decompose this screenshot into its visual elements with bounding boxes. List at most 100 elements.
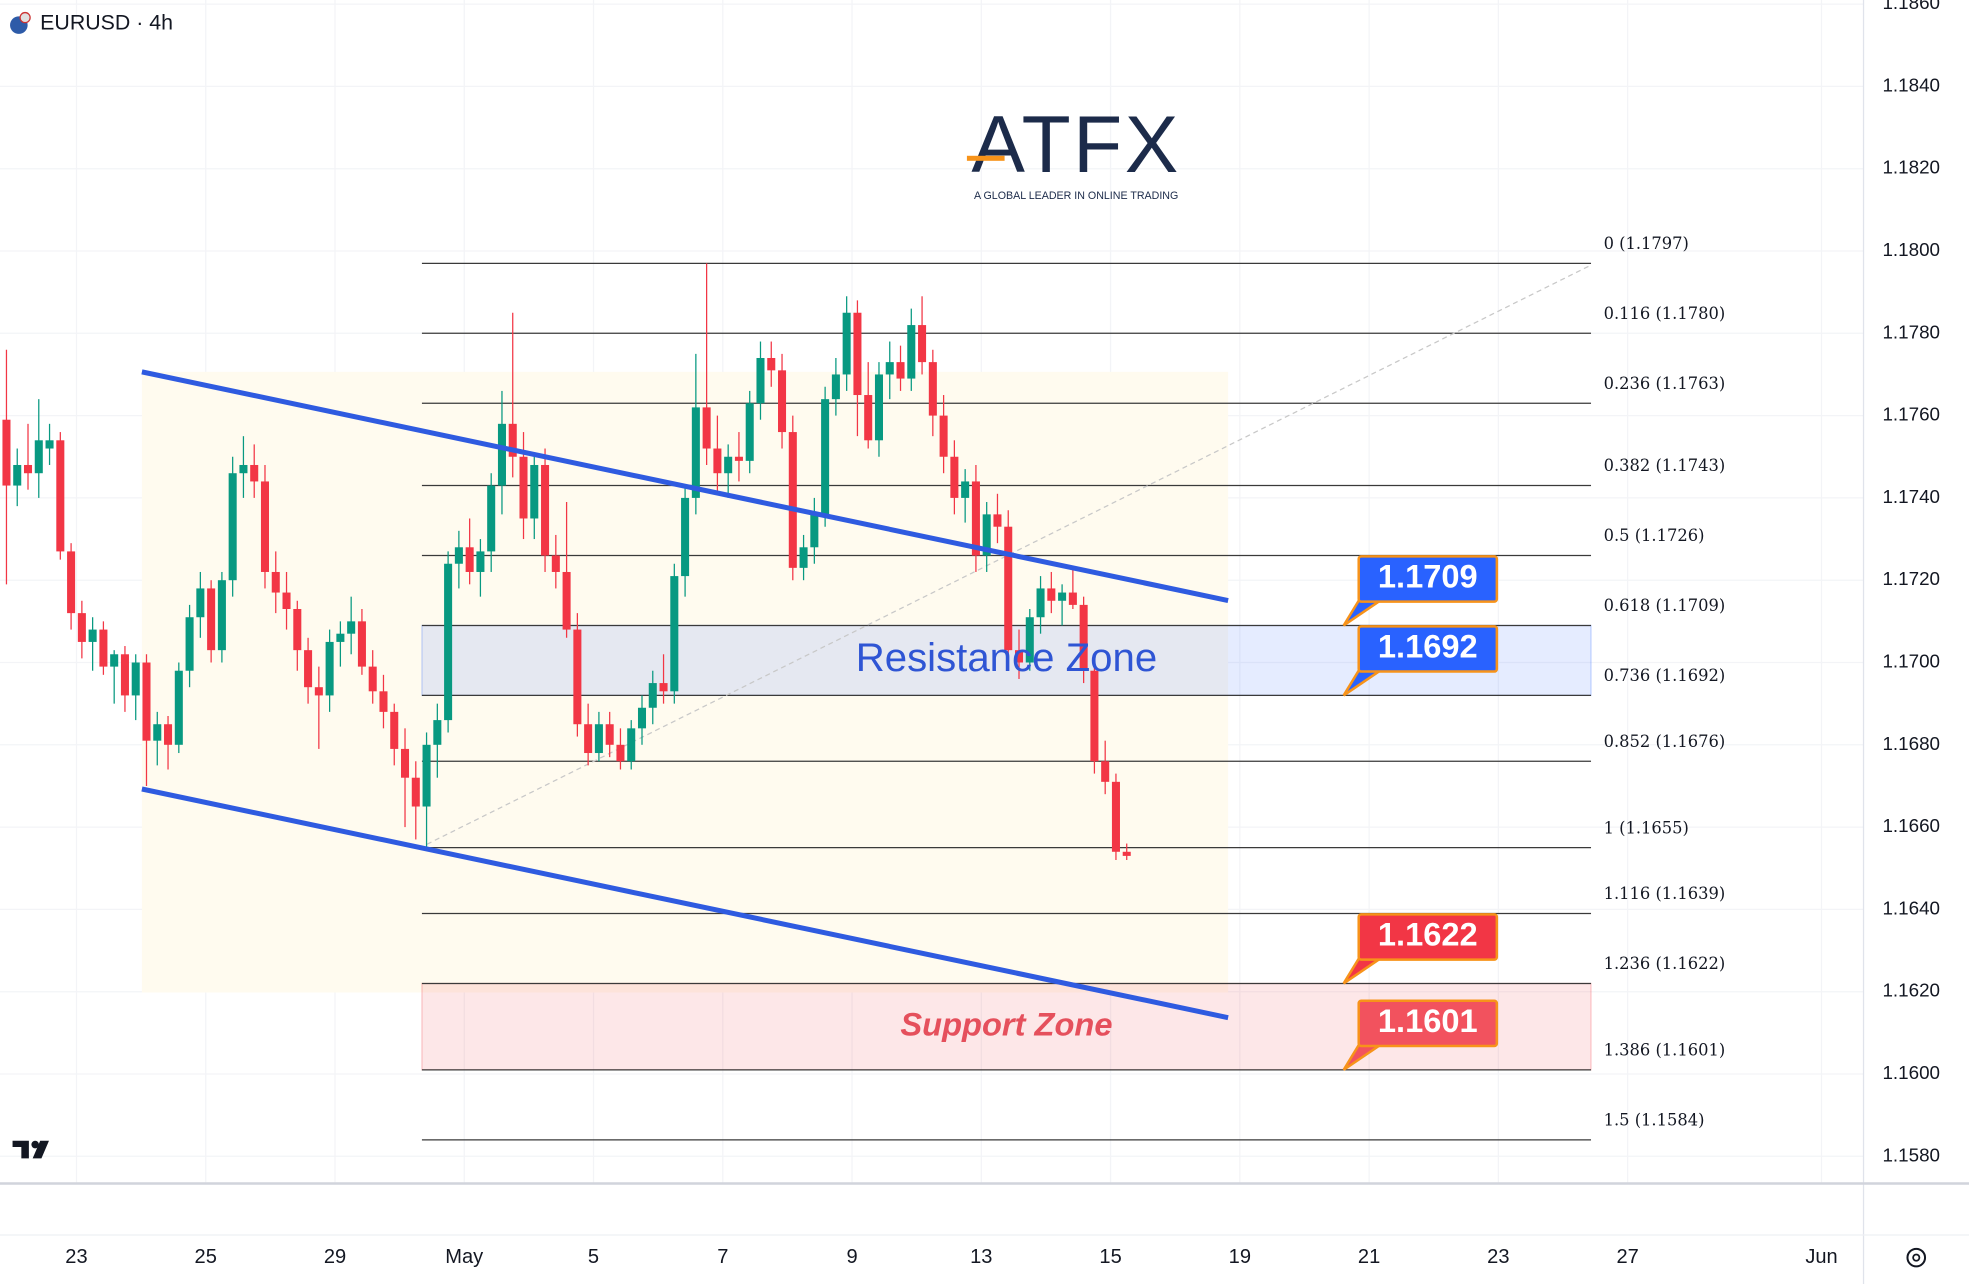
candle-body	[1025, 617, 1034, 663]
candle-body	[13, 464, 22, 486]
candle-body	[433, 720, 442, 745]
candle-body	[1036, 588, 1045, 618]
channel-background	[141, 371, 1229, 993]
settings-gear[interactable]	[1906, 1247, 1927, 1268]
candle-body	[896, 362, 905, 379]
x-tick-label: 9	[846, 1246, 857, 1268]
candle-body	[573, 629, 582, 725]
fib-label: 0.852 (1.1676)	[1604, 732, 1726, 751]
y-tick-label: 1.1640	[1882, 897, 1940, 918]
candle-body	[562, 571, 571, 630]
candle-body	[207, 588, 216, 651]
candle-body	[1101, 761, 1110, 782]
logo: ATFX A GLOBAL LEADER IN ONLINE TRADING	[966, 100, 1180, 202]
candle-body	[120, 654, 129, 696]
candle-body	[314, 687, 323, 696]
candle-body	[1068, 592, 1077, 605]
axes: 1.1860 1.1840 1.1820 1.1800 1.1780 1.1760 1.17…	[65, 0, 1940, 1268]
fib-label: 0.736 (1.1692)	[1604, 666, 1726, 685]
candle-body	[756, 357, 765, 404]
candle-body	[627, 728, 636, 762]
logo-tagline: A GLOBAL LEADER IN ONLINE TRADING	[974, 190, 1178, 202]
settings-button[interactable]	[1906, 1247, 1927, 1268]
x-tick-label: 21	[1358, 1246, 1380, 1268]
x-tick-label: 19	[1229, 1246, 1251, 1268]
candle-body	[131, 662, 140, 696]
candle-body	[379, 691, 388, 712]
tv-logo-dot	[31, 1140, 39, 1149]
callout-box	[1357, 555, 1499, 603]
candle-body	[961, 481, 970, 498]
candle-body	[594, 724, 603, 754]
x-tick-label: 7	[717, 1246, 728, 1268]
candle-body	[88, 629, 97, 642]
candle-body	[347, 621, 356, 634]
y-tick-label: 1.1860	[1882, 0, 1940, 13]
fib-label: 0.236 (1.1763)	[1604, 374, 1726, 393]
x-tick-label: 23	[1487, 1246, 1509, 1268]
fib-label: 1.116 (1.1639)	[1604, 884, 1726, 903]
candle-body	[77, 613, 86, 642]
candle-body	[724, 456, 733, 474]
candle-body	[508, 423, 517, 457]
candle-body	[110, 654, 119, 667]
fib-label: 0.116 (1.1780)	[1604, 304, 1726, 323]
fib-label: 1.236 (1.1622)	[1604, 954, 1726, 973]
candle-body	[821, 399, 830, 515]
candle-body	[670, 576, 679, 692]
x-tick-label: 25	[195, 1246, 217, 1268]
candle-body	[971, 481, 980, 556]
y-tick-label: 1.1840	[1882, 74, 1940, 95]
candle-body	[390, 711, 399, 749]
candle-body	[487, 485, 496, 552]
symbol-header: EURUSD · 4h	[10, 11, 173, 35]
logo-name: ATFX	[971, 100, 1180, 190]
candle-body	[497, 423, 506, 486]
candle-body	[713, 448, 722, 474]
chart-title: EURUSD · 4h	[40, 11, 173, 35]
candle-body	[260, 481, 270, 572]
y-tick-label: 1.1780	[1882, 321, 1940, 342]
candle-body	[799, 547, 808, 568]
candle-body	[788, 432, 797, 568]
candle-body	[885, 362, 894, 375]
candle-body	[767, 357, 776, 371]
y-tick-label: 1.1740	[1882, 486, 1940, 507]
candle-body	[530, 464, 539, 519]
x-tick-label: 27	[1616, 1246, 1638, 1268]
settings-gear-center[interactable]	[1912, 1253, 1921, 1262]
candle-body	[368, 666, 377, 692]
candle-body	[142, 662, 151, 741]
x-tick-label: Jun	[1805, 1246, 1837, 1268]
candle-body	[993, 514, 1002, 527]
y-tick-label: 1.1720	[1882, 568, 1940, 589]
callout-box	[1357, 913, 1499, 961]
candle-body	[174, 670, 183, 745]
x-tick-label: 23	[65, 1246, 87, 1268]
candle-body	[99, 629, 108, 667]
fib-label: 1.5 (1.1584)	[1604, 1110, 1705, 1129]
candle-body	[153, 724, 162, 741]
candle-body	[637, 707, 647, 729]
candle-body	[939, 415, 948, 457]
candle-body	[454, 547, 463, 564]
candle-body	[401, 748, 410, 778]
y-tick-label: 1.1700	[1882, 650, 1940, 671]
x-tick-label: May	[445, 1246, 483, 1268]
tv-logo-shape	[12, 1140, 49, 1159]
candle-body	[864, 395, 873, 441]
candle-body	[519, 456, 528, 519]
y-tick-label: 1.1760	[1882, 404, 1940, 425]
candle-body	[659, 683, 668, 692]
candle-body	[444, 563, 453, 721]
candle-body	[411, 777, 420, 807]
y-tick-label: 1.1820	[1882, 157, 1940, 178]
candle-body	[1014, 650, 1024, 663]
candle-body	[681, 497, 690, 577]
candle-body	[605, 724, 614, 745]
zone-label: Support Zone	[900, 1005, 1112, 1042]
candle-body	[465, 547, 474, 572]
fibonacci-levels: 0 (1.1797) 0.116 (1.1780) 0.236 (1.1763) 0.…	[421, 234, 1726, 1141]
y-tick-label: 1.1600	[1882, 1062, 1940, 1083]
